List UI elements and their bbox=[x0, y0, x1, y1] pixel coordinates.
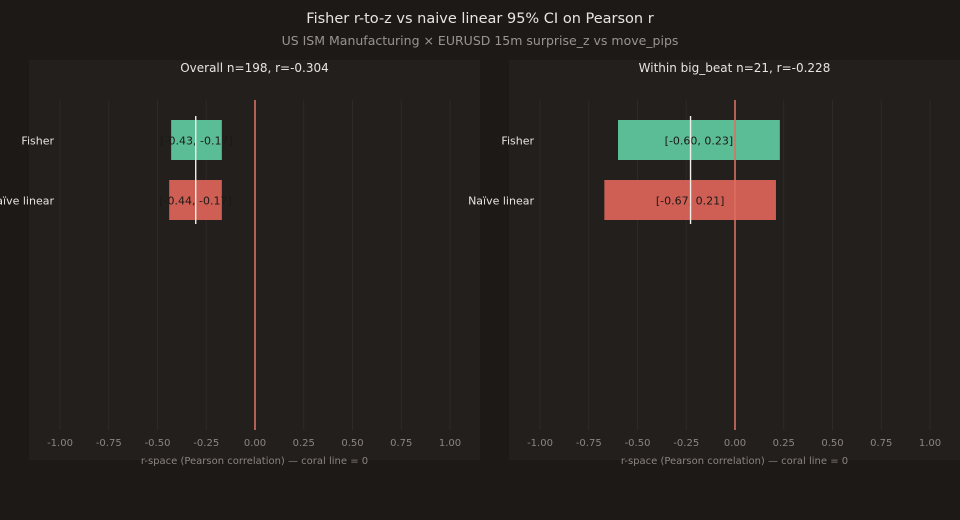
chart-subtitle: US ISM Manufacturing × EURUSD 15m surpri… bbox=[281, 33, 679, 48]
category-label: Fisher bbox=[21, 135, 54, 148]
x-tick-label: -0.25 bbox=[673, 438, 699, 449]
x-tick-label: -1.00 bbox=[47, 438, 73, 449]
ci-bar-fisher bbox=[618, 120, 780, 160]
x-tick-label: 0.75 bbox=[870, 438, 892, 449]
x-tick-label: 1.00 bbox=[919, 438, 941, 449]
x-axis-label: r-space (Pearson correlation) — coral li… bbox=[621, 456, 848, 467]
category-label: Naïve linear bbox=[0, 195, 54, 208]
x-tick-label: -0.50 bbox=[625, 438, 651, 449]
x-tick-label: 0.50 bbox=[341, 438, 363, 449]
x-tick-label: 0.25 bbox=[773, 438, 795, 449]
category-label: Fisher bbox=[501, 135, 534, 148]
panel-plot-area: -1.00 -0.75 -0.50 -0.25 0.00 0.25 0.50 0.75 1.00… bbox=[527, 100, 941, 449]
x-tick-label: -0.25 bbox=[193, 438, 219, 449]
ci-bar-fisher bbox=[171, 120, 222, 160]
x-tick-label: 1.00 bbox=[439, 438, 461, 449]
panel-title: Overall n=198, r=-0.304 bbox=[180, 61, 329, 75]
x-tick-label: 0.00 bbox=[244, 438, 266, 449]
ci-bar-label: [-0.60, 0.23] bbox=[665, 135, 734, 148]
x-tick-label: 0.75 bbox=[390, 438, 412, 449]
x-tick-label: -1.00 bbox=[527, 438, 553, 449]
x-tick-label: -0.75 bbox=[96, 438, 122, 449]
panel-plot-area: -1.00 -0.75 -0.50 -0.25 0.00 0.25 0.50 0.75 1.00… bbox=[47, 100, 461, 449]
category-label: Naïve linear bbox=[468, 195, 534, 208]
x-axis-label: r-space (Pearson correlation) — coral li… bbox=[141, 456, 368, 467]
chart-title: Fisher r-to-z vs naive linear 95% CI on … bbox=[306, 11, 654, 27]
x-tick-label: -0.50 bbox=[145, 438, 171, 449]
x-tick-label: 0.50 bbox=[821, 438, 843, 449]
x-tick-label: 0.00 bbox=[724, 438, 746, 449]
panel-title: Within big_beat n=21, r=-0.228 bbox=[639, 61, 831, 75]
x-tick-label: 0.25 bbox=[293, 438, 315, 449]
panel-1: -1.00 -0.75 -0.50 -0.25 0.00 0.25 0.50 0.75 1.00… bbox=[0, 60, 480, 467]
x-tick-label: -0.75 bbox=[576, 438, 602, 449]
ci-bar-label: [-0.43, -0.17] bbox=[160, 135, 233, 148]
panel-2: -1.00 -0.75 -0.50 -0.25 0.00 0.25 0.50 0.75 1.00… bbox=[468, 60, 960, 467]
